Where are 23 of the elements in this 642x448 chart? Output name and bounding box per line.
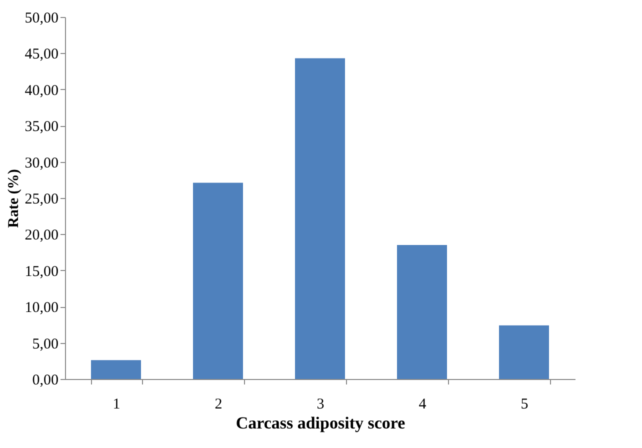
x-tick-label: 4 [418, 396, 427, 412]
y-tick-label: 0,00 [32, 372, 58, 388]
y-tick-label: 5,00 [32, 336, 58, 352]
bar [295, 58, 345, 379]
y-tick-label: 45,00 [24, 46, 58, 63]
y-axis-title: Rate (%) [6, 169, 22, 228]
y-tick-label: 30,00 [24, 155, 58, 172]
y-tick-label: 20,00 [24, 228, 58, 244]
x-tick-label: 5 [520, 396, 528, 412]
bar [193, 182, 243, 379]
y-tick-label: 50,00 [24, 10, 58, 26]
bar [397, 245, 447, 379]
y-tick-label: 15,00 [24, 264, 58, 280]
y-tick-label: 40,00 [24, 82, 58, 99]
y-tick-label: 35,00 [24, 119, 58, 136]
x-tick-label: 3 [316, 396, 324, 412]
bar [499, 325, 549, 379]
x-axis-title: Carcass adiposity score [236, 414, 406, 432]
x-tick-label: 2 [214, 396, 222, 412]
y-tick-label: 25,00 [24, 192, 58, 208]
bar [91, 360, 141, 379]
x-tick-label: 1 [112, 396, 120, 412]
y-tick-label: 10,00 [24, 300, 58, 316]
